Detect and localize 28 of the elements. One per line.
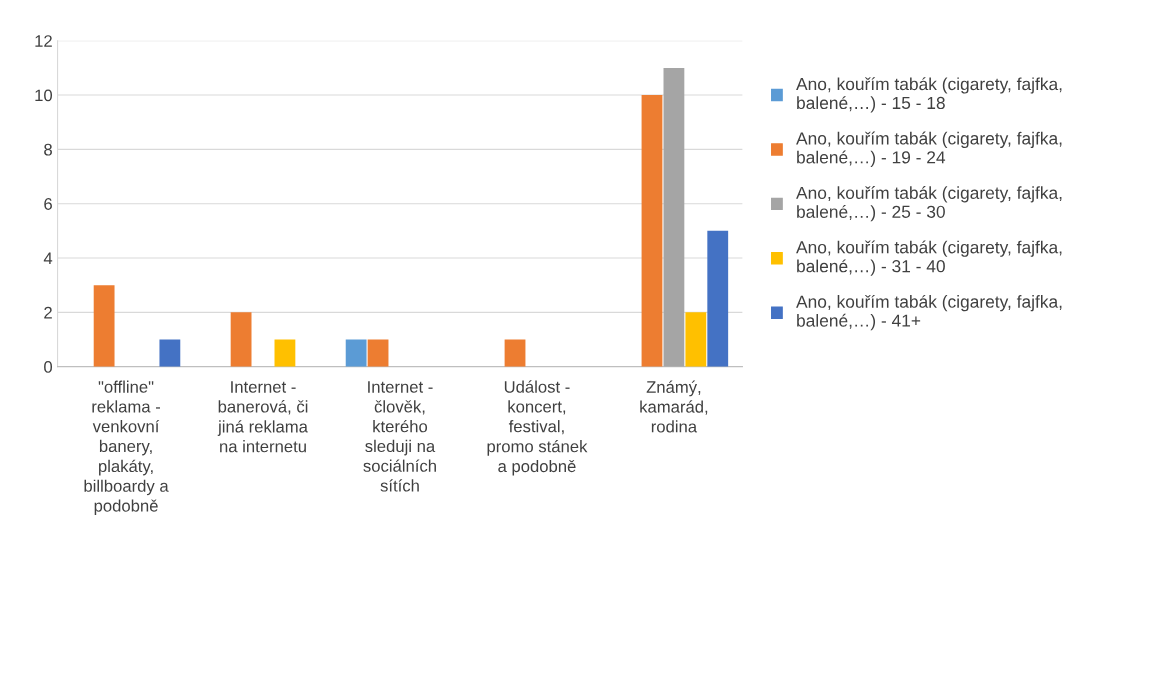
bar (641, 95, 663, 367)
bar (707, 230, 729, 367)
bar (230, 312, 252, 367)
x-tick-label: Známý, kamarád, rodina (640, 380, 708, 433)
legend-label: Ano, kouřím tabák (cigarety, fajfka, balené,…) - 41+ (796, 294, 1062, 331)
legend-label: Ano, kouřím tabák (cigarety, fajfka, balené,…) - 25 - 30 (796, 186, 1062, 222)
x-tick-label: Internet - banerová, či jiná reklama na internetu (217, 381, 308, 453)
legend-label: Ano, kouřím tabák (cigarety, fajfka, balené,…) - 19 - 24 (796, 131, 1062, 167)
y-tick-label: 10 (35, 89, 53, 102)
bar (159, 339, 181, 367)
legend-label: Ano, kouřím tabák (cigarety, fajfka, balené,…) - 31 - 40 (796, 240, 1062, 276)
y-tick-label: 8 (44, 143, 52, 156)
bar (93, 285, 115, 367)
bar (685, 312, 707, 367)
bar (345, 339, 367, 367)
bar (274, 339, 296, 367)
bar (504, 339, 526, 367)
bar (367, 339, 389, 367)
x-tick-label: Událost - koncert, festival, promo stánek a podobně (487, 380, 588, 476)
y-tick-label: 6 (44, 198, 52, 210)
bar (663, 67, 685, 367)
x-tick-label: Internet - člověk, kterého sleduji na sociálních sítích (363, 381, 436, 492)
y-tick-label: 12 (35, 35, 52, 47)
y-tick-label: 0 (44, 361, 53, 373)
y-tick-label: 4 (43, 252, 53, 265)
x-tick-label: "offline" reklama - venkovní banery, plakáty, billboardy a podobně (84, 380, 169, 516)
y-tick-label: 2 (44, 306, 52, 319)
legend-label: Ano, kouřím tabák (cigarety, fajfka, balené,…) - 15 - 18 (796, 77, 1062, 113)
